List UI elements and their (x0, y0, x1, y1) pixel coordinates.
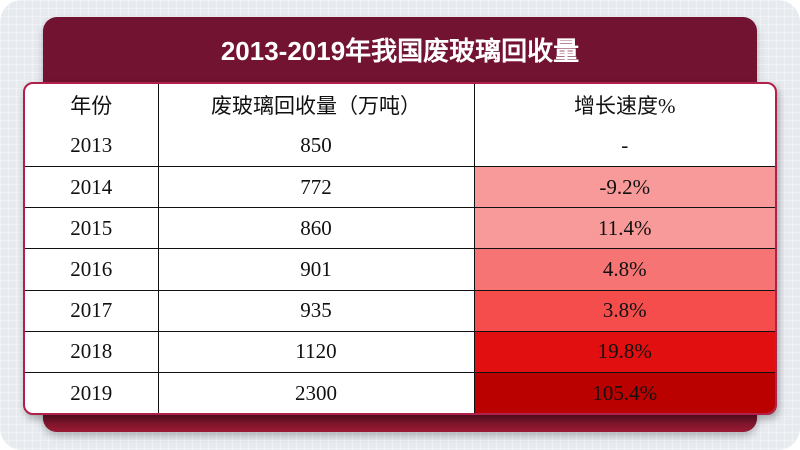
cell-year: 2015 (25, 207, 159, 250)
cell-growth: 4.8% (473, 248, 775, 291)
header-growth: 增长速度% (473, 84, 775, 126)
cell-growth: 105.4% (473, 372, 775, 413)
cell-year: 2018 (25, 330, 159, 374)
table-row: 2016 901 4.8% (25, 248, 775, 291)
header-year: 年份 (25, 84, 159, 126)
cell-amount: 772 (157, 165, 475, 209)
chart-title: 2013-2019年我国废玻璃回收量 (220, 36, 580, 66)
cell-amount: 860 (157, 207, 475, 250)
table-row: 2019 2300 105.4% (25, 372, 775, 413)
cell-growth: - (473, 126, 775, 167)
cell-amount: 935 (157, 289, 475, 332)
header-amount: 废玻璃回收量（万吨） (157, 84, 475, 126)
cell-amount: 850 (157, 126, 475, 167)
cell-amount: 2300 (157, 372, 475, 413)
cell-growth: 19.8% (473, 330, 775, 374)
header-row: 年份 废玻璃回收量（万吨） 增长速度% (25, 84, 775, 126)
table-row: 2015 860 11.4% (25, 207, 775, 250)
cell-year: 2016 (25, 248, 159, 291)
cell-growth: 11.4% (473, 207, 775, 250)
table-row: 2017 935 3.8% (25, 289, 775, 332)
table-row: 2014 772 -9.2% (25, 165, 775, 209)
cell-year: 2014 (25, 165, 159, 209)
cell-year: 2019 (25, 372, 159, 413)
cell-year: 2013 (25, 126, 159, 167)
cell-amount: 1120 (157, 330, 475, 374)
cell-year: 2017 (25, 289, 159, 332)
cell-growth: 3.8% (473, 289, 775, 332)
cell-amount: 901 (157, 248, 475, 291)
cell-growth: -9.2% (473, 165, 775, 209)
table-row: 2013 850- (25, 126, 775, 167)
table-row: 2018 1120 19.8% (25, 330, 775, 374)
data-table: 年份 废玻璃回收量（万吨） 增长速度% 2013 850-2014 772 -9.2%… (23, 82, 777, 415)
